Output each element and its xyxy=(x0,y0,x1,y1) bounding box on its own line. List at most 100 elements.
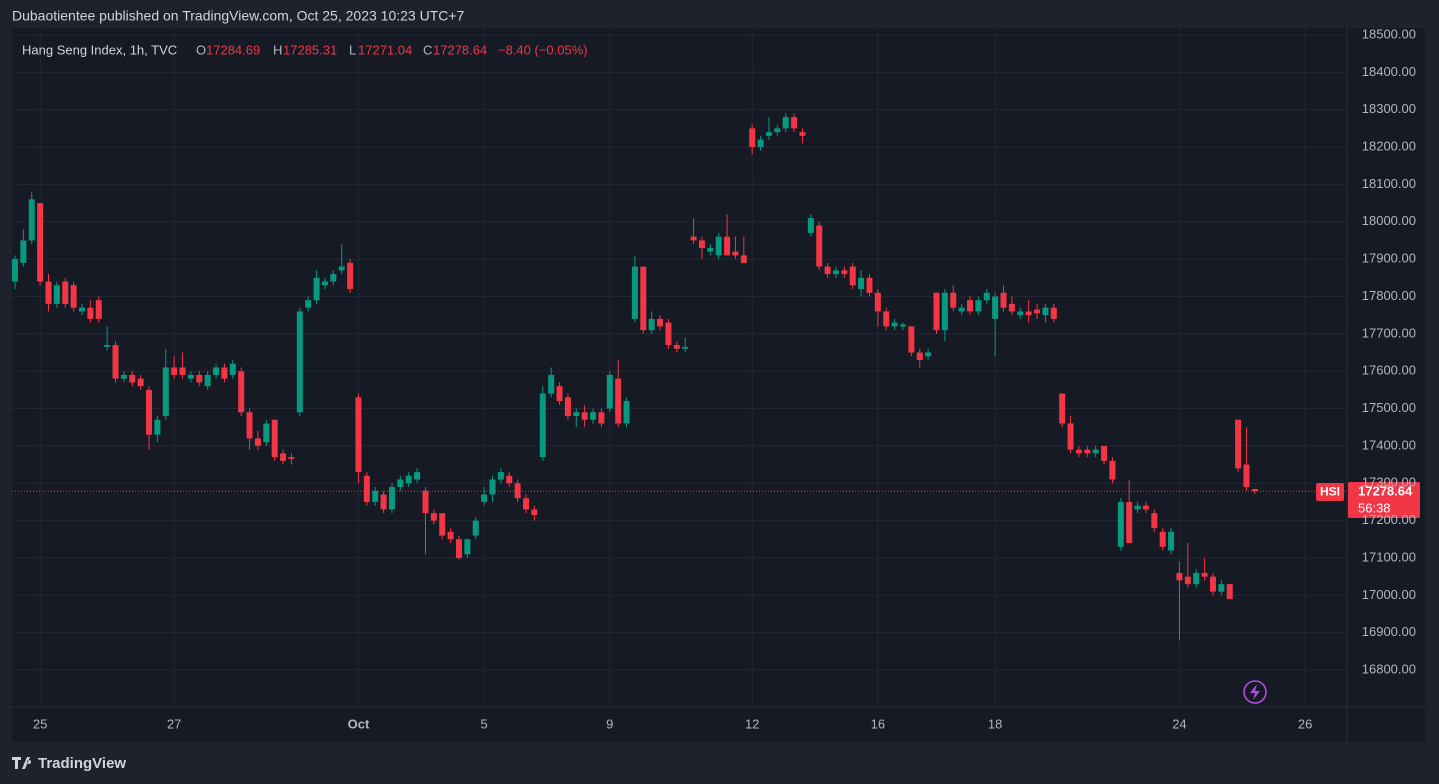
candle-body xyxy=(162,367,169,417)
candle-body xyxy=(807,218,814,233)
candle-body xyxy=(573,412,580,417)
legend-change: −8.40 (−0.05%) xyxy=(498,42,588,57)
candle-body xyxy=(531,509,538,516)
candle-body xyxy=(62,281,69,304)
candle-body xyxy=(321,281,328,286)
y-tick-label: 17100.00 xyxy=(1362,549,1416,564)
candle-body xyxy=(1134,505,1141,510)
x-tick-label: 5 xyxy=(481,716,488,731)
candle-body xyxy=(104,345,111,347)
candle-body xyxy=(765,132,772,136)
candle-body xyxy=(1168,531,1175,551)
candle-body xyxy=(983,292,990,301)
candle-body xyxy=(455,539,462,558)
y-tick-label: 17900.00 xyxy=(1362,251,1416,266)
candle-body xyxy=(196,374,203,383)
candle-body xyxy=(87,307,94,319)
candle-body xyxy=(439,513,446,536)
candle-body xyxy=(296,311,303,413)
candle-body xyxy=(791,117,798,129)
candle-body xyxy=(665,322,672,346)
candle-body xyxy=(271,419,278,458)
candle-body xyxy=(539,393,546,458)
y-tick-label: 17500.00 xyxy=(1362,400,1416,415)
candle-body xyxy=(1067,423,1074,450)
y-tick-label: 18500.00 xyxy=(1362,26,1416,41)
legend-value: 17284.69 xyxy=(206,42,260,57)
candle-body xyxy=(832,270,839,275)
candle-body xyxy=(112,345,119,379)
brand: TradingView xyxy=(12,755,126,772)
candle-body xyxy=(740,255,747,263)
candle-body xyxy=(430,513,437,521)
candle-body xyxy=(1151,513,1158,529)
candle-body xyxy=(564,397,571,417)
x-tick-label: 12 xyxy=(745,716,759,731)
candle-body xyxy=(1142,505,1149,510)
candle-body xyxy=(53,285,60,304)
candle-body xyxy=(1059,393,1066,424)
candle-body xyxy=(757,139,764,148)
candle-body xyxy=(623,401,630,424)
candle-body xyxy=(330,274,337,282)
symbol-tag-text: HSI xyxy=(1320,485,1340,499)
candle-body xyxy=(204,374,211,387)
legend-key: L xyxy=(349,42,356,57)
candle-body xyxy=(1117,501,1124,547)
candle-body xyxy=(70,285,77,308)
candle-body xyxy=(975,300,982,312)
candle-body xyxy=(514,483,521,499)
candle-body xyxy=(648,318,655,331)
x-tick-label: 25 xyxy=(33,716,47,731)
candle-body xyxy=(154,419,161,435)
candle-body xyxy=(992,296,999,319)
candle-body xyxy=(137,378,144,387)
candle-body xyxy=(1184,576,1191,585)
candle-body xyxy=(598,412,605,424)
candle-body xyxy=(414,472,421,480)
candle-body xyxy=(556,386,563,402)
candle-body xyxy=(673,345,680,349)
candle-body xyxy=(640,266,647,331)
candle-body xyxy=(489,479,496,495)
candle-body xyxy=(899,324,906,327)
candle-body xyxy=(1193,572,1200,585)
candle-body xyxy=(20,240,27,263)
publisher: Dubaotientee published on TradingView.co… xyxy=(12,8,465,24)
candle-body xyxy=(849,266,856,286)
candle-body xyxy=(146,389,153,435)
candle-body xyxy=(11,259,18,282)
candle-body xyxy=(908,326,915,353)
x-tick-label: Oct xyxy=(348,716,370,731)
candle-body xyxy=(615,378,622,424)
candle-body xyxy=(1042,307,1049,316)
candle-body xyxy=(891,322,898,327)
candle-body xyxy=(523,498,530,510)
x-tick-label: 26 xyxy=(1298,716,1312,731)
candle-body xyxy=(263,423,270,443)
candle-body xyxy=(280,453,287,461)
candle-body xyxy=(1243,464,1250,487)
candle-body xyxy=(238,371,245,413)
candle-body xyxy=(1084,449,1091,454)
candle-body xyxy=(707,247,714,252)
candle-body xyxy=(774,128,781,133)
candle-body xyxy=(246,412,253,439)
candle-body xyxy=(866,277,873,293)
y-tick-label: 17800.00 xyxy=(1362,288,1416,303)
legend-key: H xyxy=(273,42,282,57)
y-tick-label: 18100.00 xyxy=(1362,176,1416,191)
legend-key: C xyxy=(423,42,432,57)
x-tick-label: 16 xyxy=(871,716,885,731)
y-tick-label: 16900.00 xyxy=(1362,624,1416,639)
candle-body xyxy=(79,307,86,312)
candle-body xyxy=(925,352,932,357)
candle-body xyxy=(1235,419,1242,469)
candle-body xyxy=(388,486,395,510)
candle-body xyxy=(958,307,965,312)
candle-body xyxy=(841,270,848,275)
candle-body xyxy=(506,475,513,484)
candle-body xyxy=(171,367,178,375)
